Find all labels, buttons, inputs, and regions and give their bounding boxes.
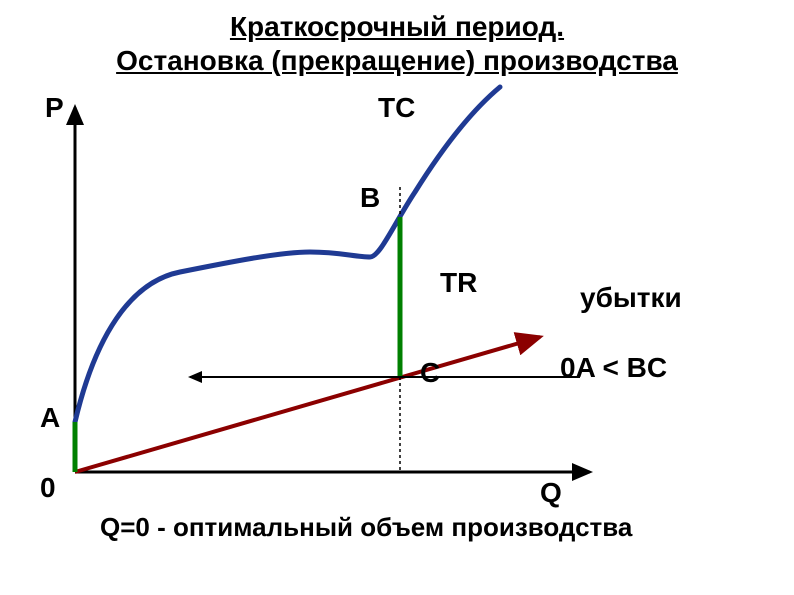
chart-area: P TC B TR убытки C 0A < BC A 0 Q Q=0 - о… (0, 77, 794, 557)
label-losses: убытки (580, 282, 682, 314)
label-A: A (40, 402, 60, 434)
label-inequality: 0A < BC (560, 352, 667, 384)
label-B: B (360, 182, 380, 214)
bottom-text: Q=0 - оптимальный объем производства (100, 512, 632, 543)
label-Q: Q (540, 477, 562, 509)
label-TR: TR (440, 267, 477, 299)
label-P: P (45, 92, 64, 124)
title-line2: Остановка (прекращение) производства (116, 45, 678, 76)
label-C: C (420, 357, 440, 389)
label-TC: TC (378, 92, 415, 124)
label-zero: 0 (40, 472, 56, 504)
title-line1: Краткосрочный период. (230, 11, 564, 42)
chart-svg (0, 77, 794, 557)
